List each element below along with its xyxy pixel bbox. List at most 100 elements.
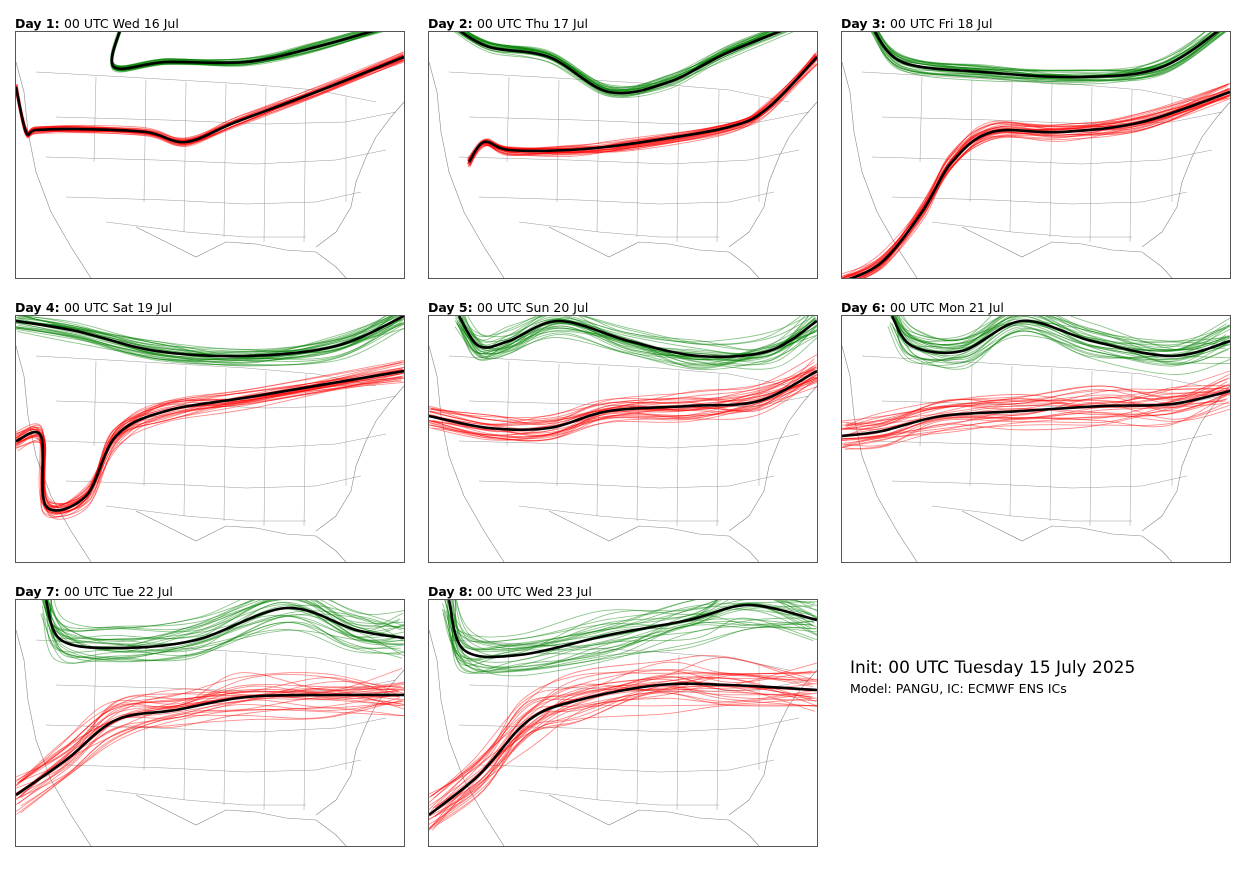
panel-day-1: Day 1: 00 UTC Wed 16 Jul xyxy=(15,17,405,279)
green-ensemble-mean-line xyxy=(44,600,404,650)
state-border xyxy=(263,654,267,811)
red-ensemble xyxy=(16,359,404,520)
red-member-line xyxy=(863,95,1230,278)
green-member-line xyxy=(464,316,815,346)
green-member-line xyxy=(459,317,817,365)
state-border xyxy=(93,360,97,447)
green-member-line xyxy=(445,610,817,673)
red-member-line xyxy=(434,684,817,817)
state-border xyxy=(1009,81,1013,233)
green-member-line xyxy=(893,316,1230,346)
coastline xyxy=(548,226,760,278)
state-border xyxy=(55,395,397,409)
green-member-line xyxy=(465,32,769,90)
map-frame xyxy=(428,315,818,563)
green-member-line xyxy=(16,316,398,359)
green-member-line xyxy=(441,608,813,670)
red-member-line xyxy=(17,686,404,799)
coastline xyxy=(728,385,817,532)
green-member-line xyxy=(467,32,765,91)
red-member-line xyxy=(845,389,1230,429)
map-frame xyxy=(428,31,818,279)
green-ensemble-mean-line xyxy=(110,32,375,71)
green-member-line xyxy=(16,327,404,366)
state-border xyxy=(143,363,147,487)
coastline xyxy=(16,629,92,846)
green-member-line xyxy=(43,600,404,640)
green-member-line xyxy=(896,323,1229,365)
green-member-line xyxy=(47,600,401,647)
map-frame xyxy=(15,599,405,847)
map-frame xyxy=(15,315,405,563)
green-member-line xyxy=(451,600,817,647)
state-border xyxy=(478,759,775,773)
state-border xyxy=(55,111,397,125)
green-member-line xyxy=(455,600,817,648)
state-border xyxy=(931,505,1132,522)
panel-day-7: Day 7: 00 UTC Tue 22 Jul xyxy=(15,585,405,847)
green-member-line xyxy=(47,614,403,662)
red-member-line xyxy=(468,63,817,168)
model-info: Model: PANGU, IC: ECMWF ENS ICs xyxy=(850,681,1067,696)
red-member-line xyxy=(429,698,814,825)
red-member-line xyxy=(842,83,1230,275)
map-frame xyxy=(15,31,405,279)
green-member-line xyxy=(454,600,813,651)
panel-day-3: Day 3: 00 UTC Fri 18 Jul xyxy=(841,17,1231,279)
map-frame xyxy=(841,31,1231,279)
red-member-line xyxy=(16,371,404,509)
green-ensemble xyxy=(441,600,817,677)
green-member-line xyxy=(462,316,802,345)
red-member-line xyxy=(432,657,813,796)
red-member-line xyxy=(842,391,1230,426)
day-label: Day 6 xyxy=(841,300,881,315)
state-border xyxy=(919,76,923,163)
green-member-line xyxy=(22,316,394,358)
red-member-line xyxy=(842,88,1230,278)
green-member-line xyxy=(444,600,817,650)
green-member-line xyxy=(889,324,1230,367)
green-member-line xyxy=(20,316,392,350)
green-member-line xyxy=(892,316,1230,353)
valid-time: 00 UTC Sun 20 Jul xyxy=(476,300,589,315)
green-member-line xyxy=(892,316,1226,346)
green-member-line xyxy=(16,316,386,352)
red-member-line xyxy=(429,376,817,426)
state-border xyxy=(105,789,306,806)
red-member-line xyxy=(429,676,817,795)
state-border xyxy=(1129,373,1133,527)
red-member-line xyxy=(432,685,816,831)
red-member-line xyxy=(467,57,817,168)
red-member-line xyxy=(16,60,404,147)
green-member-line xyxy=(19,318,402,364)
green-member-line xyxy=(461,317,816,363)
red-ensemble-mean-line xyxy=(16,55,404,144)
red-member-line xyxy=(843,401,1230,444)
green-ensemble-mean-line xyxy=(459,32,782,95)
state-border xyxy=(636,367,640,522)
green-member-line xyxy=(44,600,404,632)
green-member-line xyxy=(872,32,1225,82)
red-member-line xyxy=(842,392,1229,440)
red-member-line xyxy=(429,685,817,814)
state-border xyxy=(636,651,640,806)
red-member-line xyxy=(863,93,1228,278)
green-member-line xyxy=(466,32,770,88)
green-member-line xyxy=(870,32,1227,82)
valid-time: 00 UTC Wed 23 Jul xyxy=(476,584,592,599)
panel-day-4: Day 4: 00 UTC Sat 19 Jul xyxy=(15,301,405,563)
coastline xyxy=(961,226,1173,278)
state-border xyxy=(596,365,600,517)
state-border xyxy=(716,89,720,243)
green-member-line xyxy=(16,323,404,363)
coastline xyxy=(135,510,347,562)
day-label: Day 7 xyxy=(15,584,55,599)
red-member-line xyxy=(432,378,817,438)
green-member-line xyxy=(873,32,1221,80)
green-ensemble xyxy=(110,32,384,73)
green-member-line xyxy=(40,613,404,664)
red-member-line xyxy=(429,674,817,817)
state-border xyxy=(518,505,719,522)
red-member-line xyxy=(429,386,817,442)
state-border xyxy=(303,373,307,527)
